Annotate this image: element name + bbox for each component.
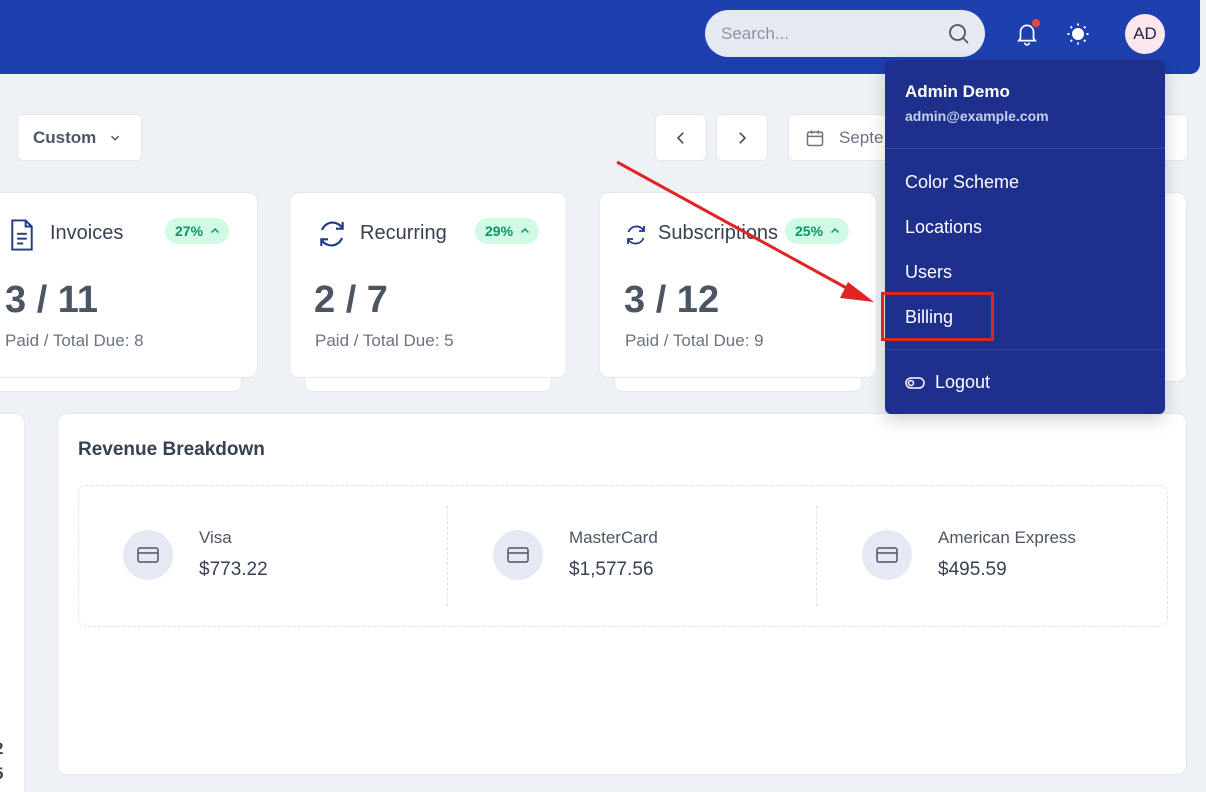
payment-method-amex: American Express $495.59 [838,506,1158,606]
payment-method-label: American Express [938,528,1076,547]
chevron-left-icon [676,131,684,144]
previous-period-button[interactable] [655,114,707,161]
trend-badge: 25% [785,218,850,244]
stat-subtitle: Paid / Total Due: 5 [315,331,454,350]
payment-method-value: $773.22 [199,559,268,580]
chevron-up-icon [211,227,220,234]
credit-card-icon [493,530,543,580]
trend-badge: 27% [165,218,230,244]
payment-method-label: Visa [199,528,232,547]
search-icon[interactable] [947,22,971,46]
chevron-up-icon [521,227,530,234]
payment-method-label: MasterCard [569,528,658,547]
menu-item-locations[interactable]: Locations [905,217,983,237]
user-avatar[interactable]: AD [1125,14,1165,54]
credit-card-icon [123,530,173,580]
trend-badge-value: 25% [795,223,824,239]
divider [447,506,448,606]
stat-title: Subscriptions [658,222,779,244]
payment-method-value: $495.59 [938,559,1007,580]
search-box[interactable] [705,10,985,57]
logout-label: Logout [935,372,991,392]
user-email: admin@example.com [905,108,1049,124]
range-select[interactable]: Custom [17,114,142,161]
trend-badge-value: 29% [485,223,514,239]
stat-card-recurring[interactable]: Recurring 2 / 7 Paid / Total Due: 5 [289,192,567,378]
notification-dot [1032,19,1040,27]
credit-card-icon [862,530,912,580]
menu-item-users[interactable]: Users [905,262,953,282]
stat-value: 3 / 11 [5,279,98,321]
stat-title: Invoices [50,222,124,244]
chevron-up-icon [831,227,840,234]
revenue-title: Revenue Breakdown [78,439,265,460]
menu-divider [885,148,1165,149]
sun-icon[interactable] [1066,22,1090,46]
stat-subtitle: Paid / Total Due: 8 [5,331,144,350]
payment-method-value: $1,577.56 [569,559,654,580]
user-menu-dropdown: Admin Demo admin@example.com Color Schem… [885,60,1165,414]
range-select-label: Custom [33,127,97,147]
toggle-icon [905,376,925,389]
payment-method-mastercard: MasterCard $1,577.56 [469,506,809,606]
document-icon [11,219,33,251]
left-panel [0,413,25,792]
logout-button[interactable]: Logout [905,372,990,393]
stat-subtitle: Paid / Total Due: 9 [625,331,764,350]
stat-value: 3 / 12 [624,279,720,321]
menu-item-billing[interactable]: Billing [905,307,954,327]
revenue-methods: Visa $773.22 MasterCard $1,577.56 Americ… [78,485,1168,627]
date-range-text: Septe [839,127,884,147]
search-input[interactable] [721,23,947,44]
refresh-icon [320,221,344,247]
revenue-breakdown-panel: Revenue Breakdown Visa $773.22 MasterCar… [57,413,1187,775]
chevron-down-icon [111,135,120,141]
stat-value: 2 / 7 [314,279,388,321]
refresh-icon [627,225,645,245]
user-name: Admin Demo [905,82,1010,101]
menu-divider [885,349,1165,350]
menu-item-color-scheme[interactable]: Color Scheme [905,172,1020,192]
payment-method-visa: Visa $773.22 [99,506,439,606]
trend-badge: 29% [475,218,540,244]
calendar-icon [806,130,824,146]
left-panel-value: 5 [0,764,3,784]
bell-icon[interactable] [1014,20,1040,46]
chevron-right-icon [739,131,747,144]
billing-highlight-box [881,292,994,341]
left-panel-value: 2 [0,739,3,759]
stat-title: Recurring [360,222,447,244]
divider [816,506,817,606]
trend-badge-value: 27% [175,223,204,239]
next-period-button[interactable] [716,114,768,161]
